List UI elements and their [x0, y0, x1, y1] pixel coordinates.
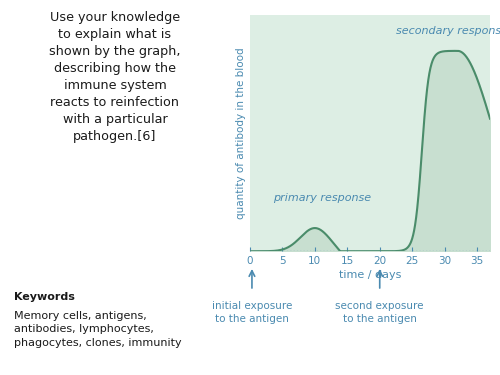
Text: Keywords: Keywords [14, 292, 74, 303]
X-axis label: time / days: time / days [339, 270, 401, 280]
Text: Memory cells, antigens,
antibodies, lymphocytes,
phagocytes, clones, immunity: Memory cells, antigens, antibodies, lymp… [14, 311, 181, 348]
Text: primary response: primary response [272, 193, 371, 202]
Text: secondary response: secondary response [396, 26, 500, 36]
Text: Use your knowledge
to explain what is
shown by the graph,
describing how the
imm: Use your knowledge to explain what is sh… [49, 11, 181, 143]
Text: second exposure
to the antigen: second exposure to the antigen [336, 301, 424, 324]
Text: initial exposure
to the antigen: initial exposure to the antigen [212, 301, 292, 324]
Y-axis label: quantity of antibody in the blood: quantity of antibody in the blood [236, 47, 246, 219]
